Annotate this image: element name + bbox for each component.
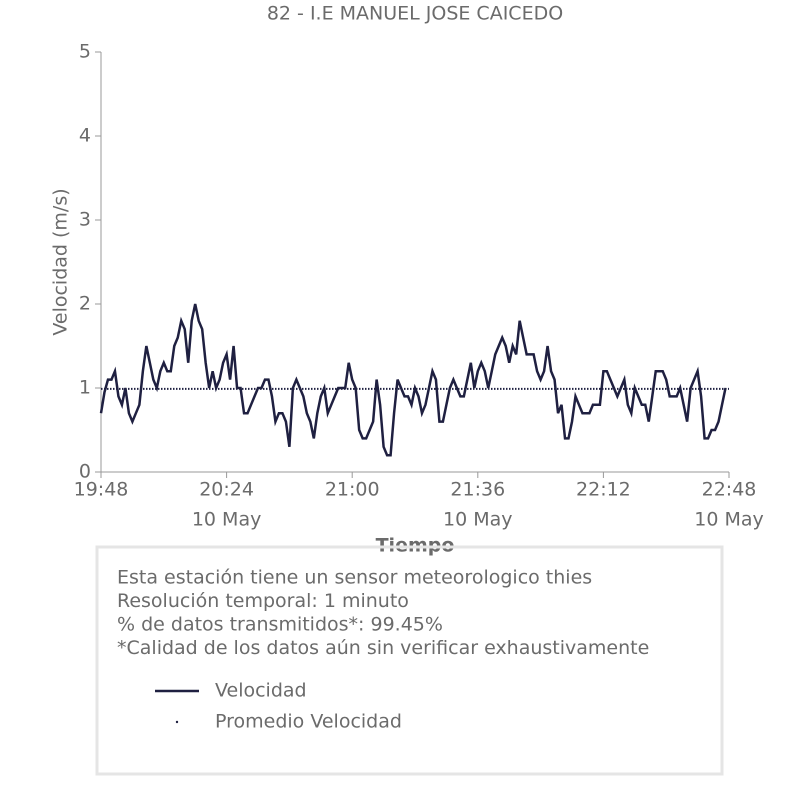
y-tick-label: 5	[79, 41, 91, 63]
x-tick-label: 19:48	[74, 479, 129, 501]
x-tick-label: 22:12	[576, 479, 631, 501]
x-tick-date: 10 May	[694, 509, 764, 531]
x-tick-label: 20:24	[199, 479, 254, 501]
chart-title: 82 - I.E MANUEL JOSE CAICEDO	[267, 3, 563, 25]
line-series	[99, 303, 727, 457]
y-axis-label: Velocidad (m/s)	[50, 188, 72, 335]
y-tick-label: 3	[79, 209, 91, 231]
legend-swatch	[175, 720, 179, 724]
x-tick-label: 22:48	[702, 479, 757, 501]
info-box	[95, 545, 724, 776]
legend-label: Promedio Velocidad	[215, 711, 402, 733]
x-tick-label: 21:00	[325, 479, 380, 501]
note-line: Resolución temporal: 1 minuto	[117, 590, 409, 612]
note-line: Esta estación tiene un sensor meteorolog…	[117, 567, 592, 589]
note-line: *Calidad de los datos aún sin verificar …	[117, 637, 649, 659]
y-tick-label: 1	[79, 377, 91, 399]
y-tick-label: 0	[79, 461, 91, 483]
x-tick-date: 10 May	[192, 509, 262, 531]
x-tick-label: 21:36	[450, 479, 505, 501]
x-tick-date: 10 May	[443, 509, 513, 531]
y-tick-label: 2	[79, 293, 91, 315]
note-line: % de datos transmitidos*: 99.45%	[117, 614, 443, 636]
y-tick-label: 4	[79, 125, 91, 147]
legend-label: Velocidad	[215, 680, 307, 702]
